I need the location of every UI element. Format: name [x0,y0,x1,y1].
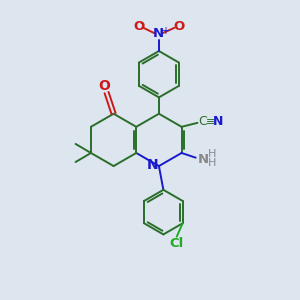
Text: ≡: ≡ [206,117,215,127]
Text: N: N [213,115,224,128]
Text: O: O [99,80,110,93]
Text: N: N [197,153,209,166]
Text: H: H [208,158,216,168]
Text: N: N [153,27,164,40]
Text: +: + [161,26,169,36]
Text: H: H [208,149,216,159]
Text: C: C [198,115,207,128]
Text: O: O [133,20,144,33]
Text: O: O [173,20,185,33]
Text: -: - [140,18,143,28]
Text: N: N [147,158,158,172]
Text: Cl: Cl [169,237,184,250]
